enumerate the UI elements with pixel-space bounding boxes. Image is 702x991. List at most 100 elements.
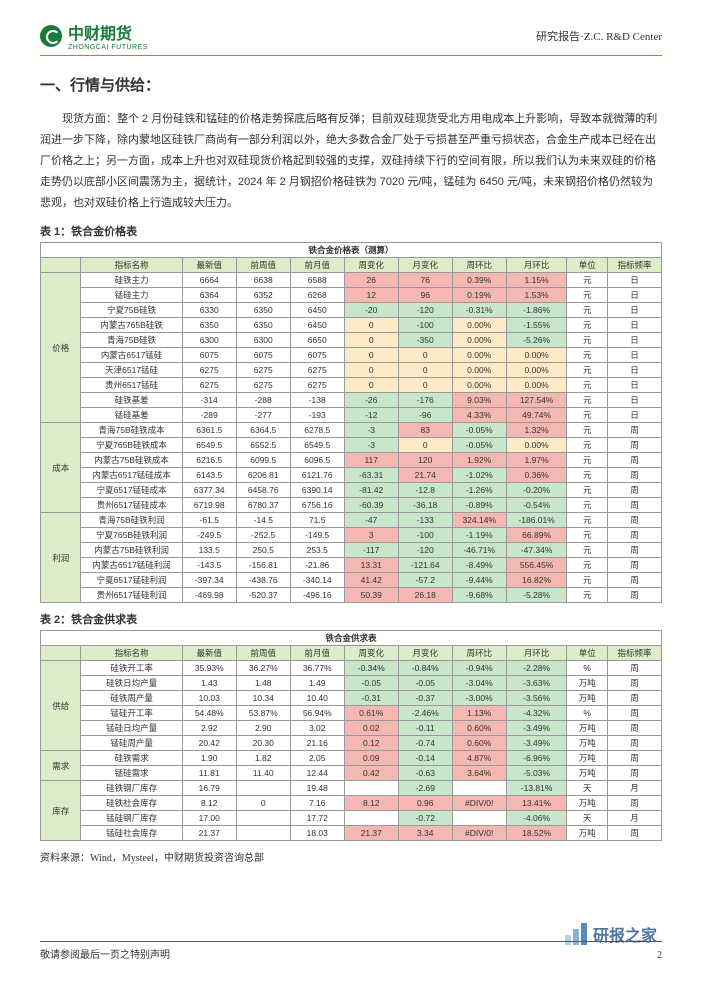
data-cell: 元 (567, 303, 607, 318)
data-cell: 6364.5 (236, 423, 290, 438)
category-cell: 供给 (41, 661, 81, 751)
data-cell: 日 (607, 378, 661, 393)
data-cell: -21.86 (290, 558, 344, 573)
data-cell: -12.8 (398, 483, 452, 498)
data-cell: 1.97% (506, 453, 567, 468)
data-cell: -133 (398, 513, 452, 528)
data-cell: 0 (344, 348, 398, 363)
data-cell: 1.92% (452, 453, 506, 468)
data-cell (452, 811, 506, 826)
data-cell: -8.49% (452, 558, 506, 573)
data-cell: 6216.5 (182, 453, 236, 468)
data-cell: -1.86% (506, 303, 567, 318)
data-cell: 66.89% (506, 528, 567, 543)
data-cell: -0.05 (398, 676, 452, 691)
data-cell: -3 (344, 423, 398, 438)
data-cell: 6756.16 (290, 498, 344, 513)
data-cell: 万吨 (567, 826, 607, 841)
data-cell (344, 811, 398, 826)
data-cell: 10.03 (182, 691, 236, 706)
data-cell: 内蒙古75B硅铁利润 (81, 543, 182, 558)
data-cell: 21.74 (398, 468, 452, 483)
data-cell: 6390.14 (290, 483, 344, 498)
data-cell: 17.72 (290, 811, 344, 826)
col-header: 指标名称 (81, 258, 182, 273)
data-cell: 1.13% (452, 706, 506, 721)
data-cell: 天 (567, 811, 607, 826)
data-cell: 日 (607, 288, 661, 303)
data-cell: 日 (607, 333, 661, 348)
data-cell (236, 826, 290, 841)
data-cell: 1.48 (236, 676, 290, 691)
data-cell: 日 (607, 273, 661, 288)
data-cell: 6275 (290, 378, 344, 393)
data-cell: 日 (607, 363, 661, 378)
data-cell: 周 (607, 588, 661, 603)
data-cell: 0.00% (506, 348, 567, 363)
data-cell: -186.01% (506, 513, 567, 528)
data-cell: -496.16 (290, 588, 344, 603)
data-cell: 硅铁社会库存 (81, 796, 182, 811)
data-cell: -438.76 (236, 573, 290, 588)
data-cell: -6.96% (506, 751, 567, 766)
data-cell: 6075 (290, 348, 344, 363)
data-cell: 天津6517锰硅 (81, 363, 182, 378)
data-cell: 元 (567, 378, 607, 393)
data-cell: 青海75B硅铁 (81, 333, 182, 348)
data-cell: 贵州6517锰硅利润 (81, 588, 182, 603)
data-cell: 4.33% (452, 408, 506, 423)
data-cell: 0 (344, 378, 398, 393)
data-cell: 4.87% (452, 751, 506, 766)
data-cell: #DIV/0! (452, 796, 506, 811)
data-cell: 53.87% (236, 706, 290, 721)
data-cell: 锰硅需求 (81, 766, 182, 781)
data-cell: 6099.5 (236, 453, 290, 468)
data-cell (236, 781, 290, 796)
data-cell: 元 (567, 348, 607, 363)
table1-caption: 表 1：铁合金价格表 (40, 223, 662, 239)
data-cell: 6450 (290, 303, 344, 318)
col-header: 最新值 (182, 258, 236, 273)
data-cell: -120 (398, 303, 452, 318)
data-cell: 日 (607, 303, 661, 318)
data-cell: 元 (567, 558, 607, 573)
data-cell: 17.00 (182, 811, 236, 826)
data-cell: 万吨 (567, 796, 607, 811)
data-cell: 周 (607, 498, 661, 513)
data-cell: -3.00% (452, 691, 506, 706)
data-cell: 6330 (182, 303, 236, 318)
data-cell: 0.00% (452, 348, 506, 363)
data-cell: 26 (344, 273, 398, 288)
data-cell: 6719.98 (182, 498, 236, 513)
category-cell: 价格 (41, 273, 81, 423)
data-cell: 6278.5 (290, 423, 344, 438)
data-cell (344, 781, 398, 796)
data-cell: 3.64% (452, 766, 506, 781)
data-cell: 127.54% (506, 393, 567, 408)
data-cell: 元 (567, 318, 607, 333)
data-cell: 元 (567, 333, 607, 348)
data-cell: 0.00% (452, 363, 506, 378)
data-cell: 3 (344, 528, 398, 543)
data-cell: 万吨 (567, 676, 607, 691)
data-cell: 硅铁开工率 (81, 661, 182, 676)
data-cell: 日 (607, 348, 661, 363)
data-cell: 12.44 (290, 766, 344, 781)
data-cell: 宁夏765B硅铁利润 (81, 528, 182, 543)
data-cell: 硅铁基差 (81, 393, 182, 408)
data-cell: 0.60% (452, 736, 506, 751)
data-cell: 6780.37 (236, 498, 290, 513)
data-cell: -397.34 (182, 573, 236, 588)
category-cell: 库存 (41, 781, 81, 841)
data-cell: 6075 (182, 348, 236, 363)
data-cell: -520.37 (236, 588, 290, 603)
data-cell: 锰硅日均产量 (81, 721, 182, 736)
data-cell: 内蒙古6517锰硅利润 (81, 558, 182, 573)
data-cell: 6350 (236, 303, 290, 318)
data-cell: 硅铁主力 (81, 273, 182, 288)
data-cell: 周 (607, 483, 661, 498)
data-cell: -60.39 (344, 498, 398, 513)
data-cell: 0.00% (452, 378, 506, 393)
data-cell: -176 (398, 393, 452, 408)
data-cell: 周 (607, 721, 661, 736)
